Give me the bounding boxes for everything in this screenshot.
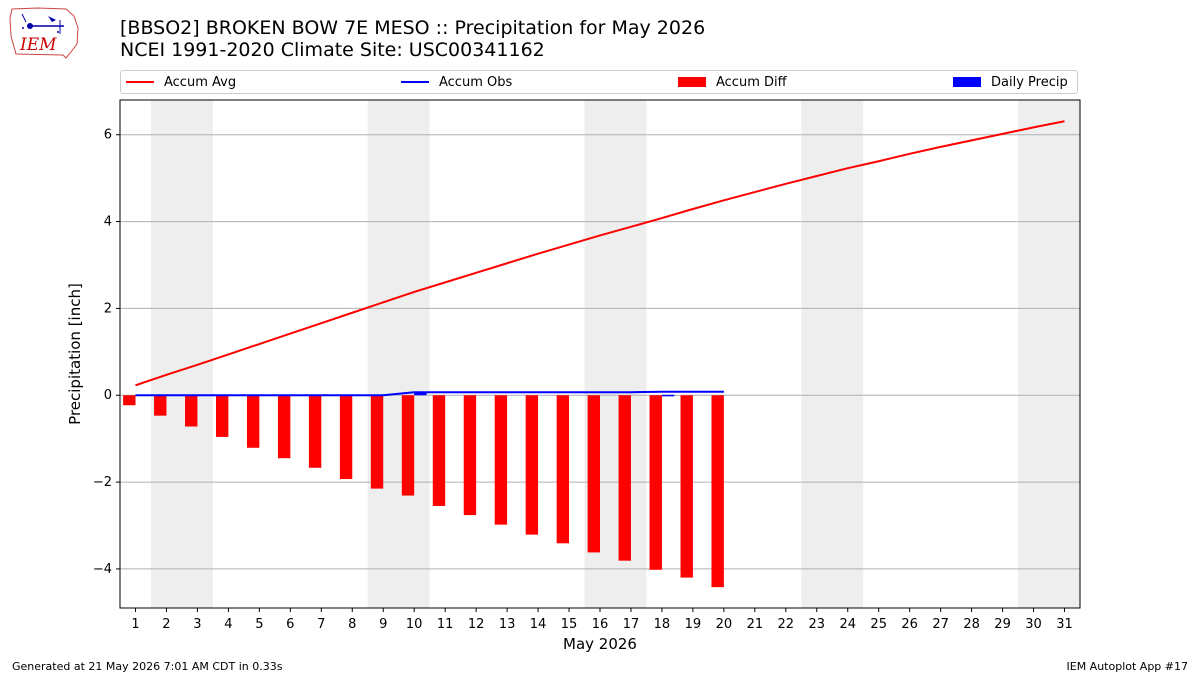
footer-app: IEM Autoplot App #17 <box>1066 660 1189 673</box>
x-tick-label: 22 <box>778 617 795 632</box>
x-tick-label: 27 <box>932 617 949 632</box>
x-tick-label: 12 <box>468 617 485 632</box>
x-tick-label: 21 <box>747 617 764 632</box>
legend-swatch-accum-avg <box>126 81 154 83</box>
bar-daily-precip-18 <box>661 394 675 397</box>
bar-accum-diff-3 <box>185 395 198 427</box>
x-axis-label: May 2026 <box>563 635 637 653</box>
chart-title-line2: NCEI 1991-2020 Climate Site: USC00341162 <box>120 39 545 61</box>
line-accum-obs <box>135 390 724 397</box>
weekend-band-4 <box>801 100 864 608</box>
x-tick-label: 23 <box>809 617 826 632</box>
x-tick-label: 16 <box>592 617 609 632</box>
bar-accum-diff-9 <box>370 395 384 489</box>
bar-accum-diff-13 <box>494 395 508 525</box>
x-tick-label: 2 <box>162 617 170 632</box>
bar-accum-diff-2 <box>154 395 167 416</box>
bar-accum-diff-15 <box>556 395 570 544</box>
legend-item-accum-avg: Accum Avg <box>126 71 236 93</box>
legend-label-accum-diff: Accum Diff <box>716 74 787 90</box>
x-tick-label: 17 <box>623 617 640 632</box>
series-lines <box>135 120 1065 397</box>
x-tick-label: 19 <box>685 617 702 632</box>
legend-swatch-daily-precip <box>953 77 981 87</box>
legend-item-daily-precip: Daily Precip <box>953 71 1068 93</box>
legend-swatch-accum-obs <box>401 81 429 83</box>
x-tick-label: 7 <box>317 617 325 632</box>
weekend-band-1 <box>150 100 213 608</box>
x-tick-label: 24 <box>839 617 856 632</box>
x-tick-label: 5 <box>255 617 263 632</box>
y-axis-label: Precipitation [inch] <box>66 283 84 425</box>
bar-accum-diff-4 <box>216 395 229 437</box>
x-tick-label: 18 <box>654 617 671 632</box>
x-tick-label: 3 <box>193 617 201 632</box>
axes <box>116 99 1081 612</box>
logo-text: IEM <box>19 35 57 55</box>
bar-accum-diff-18 <box>649 395 662 570</box>
bar-accum-diff-10 <box>401 395 415 496</box>
y-tick-label: 4 <box>104 215 112 230</box>
y-tick-label: −2 <box>93 475 112 490</box>
line-accum-avg <box>135 120 1065 387</box>
x-tick-label: 14 <box>530 617 547 632</box>
y-tick-label: 2 <box>104 301 112 316</box>
x-tick-label: 11 <box>437 617 454 632</box>
bar-accum-diff-16 <box>587 395 600 553</box>
x-tick-label: 4 <box>224 617 232 632</box>
x-tick-label: 29 <box>994 617 1011 632</box>
bar-accum-diff-7 <box>308 395 322 468</box>
y-tick-label: 6 <box>104 128 112 143</box>
chart-title-line1: [BBSO2] BROKEN BOW 7E MESO :: Precipitat… <box>120 17 706 39</box>
weather-station-icon <box>21 13 64 34</box>
bar-accum-diff-17 <box>618 395 631 561</box>
bar-accum-diff-14 <box>525 395 539 535</box>
weekend-band-2 <box>367 100 430 608</box>
footer-generated: Generated at 21 May 2026 7:01 AM CDT in … <box>12 660 283 673</box>
x-tick-label: 13 <box>499 617 516 632</box>
bar-daily-precip-10 <box>414 392 427 396</box>
x-tick-label: 1 <box>131 617 139 632</box>
legend-label-accum-avg: Accum Avg <box>164 74 237 90</box>
legend: Accum Avg Accum Obs Accum Diff Daily Pre… <box>120 70 1078 94</box>
x-tick-label: 6 <box>286 617 294 632</box>
x-tick-label: 30 <box>1025 617 1042 632</box>
bar-accum-diff-12 <box>463 395 477 516</box>
iem-logo: IEM <box>9 7 79 59</box>
bar-accum-diff-19 <box>680 395 693 578</box>
x-tick-label: 10 <box>406 617 423 632</box>
x-tick-label: 9 <box>379 617 387 632</box>
bar-accum-diff-5 <box>246 395 260 448</box>
legend-swatch-accum-diff <box>678 77 706 87</box>
bar-accum-diff-8 <box>339 395 353 480</box>
legend-label-accum-obs: Accum Obs <box>439 74 513 90</box>
weekend-band-5 <box>1018 100 1080 608</box>
bar-accum-diff-6 <box>277 395 291 459</box>
x-tick-label: 26 <box>901 617 918 632</box>
x-tick-label: 31 <box>1056 617 1073 632</box>
x-tick-label: 25 <box>870 617 887 632</box>
weekend-shading <box>150 100 1080 608</box>
legend-item-accum-obs: Accum Obs <box>401 71 512 93</box>
x-tick-label: 20 <box>716 617 733 632</box>
legend-label-daily-precip: Daily Precip <box>991 74 1068 90</box>
bar-accum-diff-20 <box>711 395 724 588</box>
legend-item-accum-diff: Accum Diff <box>678 71 787 93</box>
bar-accum-diff-1 <box>123 395 136 406</box>
bars <box>123 392 724 588</box>
x-tick-label: 15 <box>561 617 578 632</box>
bar-accum-diff-11 <box>432 395 446 506</box>
x-tick-label: 28 <box>963 617 980 632</box>
y-tick-label: 0 <box>104 388 112 403</box>
y-tick-label: −4 <box>93 562 112 577</box>
x-tick-label: 8 <box>348 617 356 632</box>
